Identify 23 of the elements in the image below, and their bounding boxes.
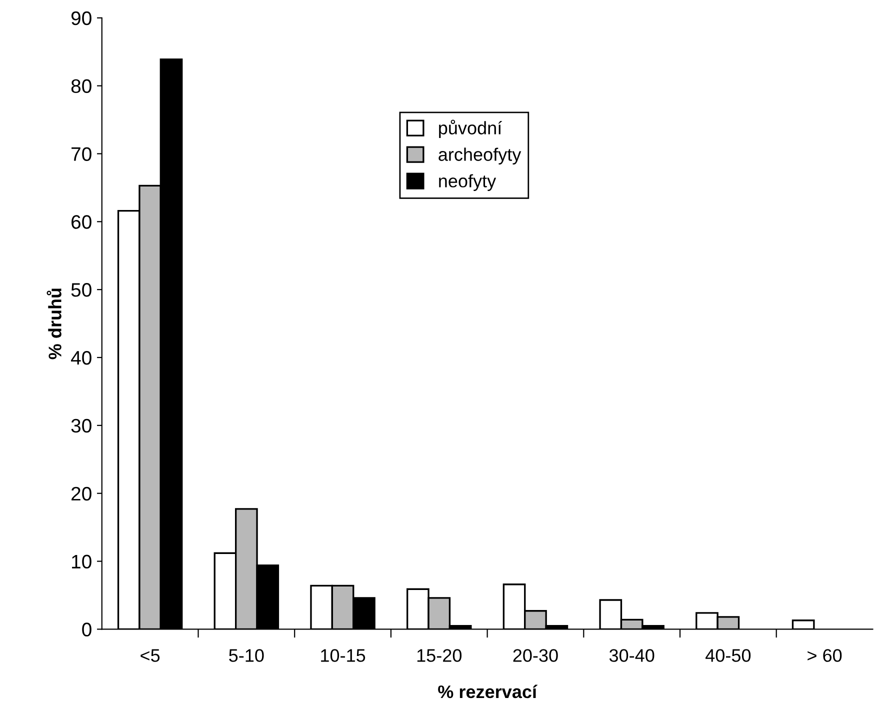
- y-tick-label: 30: [71, 418, 92, 433]
- x-tick-label: 10-15: [321, 649, 366, 662]
- legend-label: archeofyty: [438, 148, 522, 165]
- y-tick-label: 60: [72, 215, 92, 229]
- y-tick-label: 0: [82, 622, 92, 636]
- legend-label: neofyty: [439, 174, 496, 192]
- y-tick-label: 70: [72, 147, 92, 161]
- y-axis-title: % druhů: [46, 288, 62, 360]
- x-axis-title: % rezervací: [438, 684, 538, 698]
- y-tick-label: 90: [71, 11, 92, 26]
- legend-label: původní: [439, 120, 502, 138]
- x-tick-label: 30-40: [609, 649, 654, 662]
- x-tick-label: 15-20: [417, 649, 462, 662]
- y-tick-label: 50: [71, 283, 92, 297]
- y-tick-label: 10: [72, 554, 92, 569]
- x-tick-label: 20-30: [513, 649, 558, 662]
- x-tick-label: 40-50: [706, 649, 751, 662]
- x-tick-label: > 60: [808, 649, 842, 662]
- x-tick-label: 5-10: [229, 649, 264, 662]
- y-tick-label: 20: [72, 486, 92, 501]
- y-tick-label: 40: [70, 350, 92, 365]
- x-tick-label: <5: [140, 649, 160, 662]
- y-tick-label: 80: [71, 79, 92, 94]
